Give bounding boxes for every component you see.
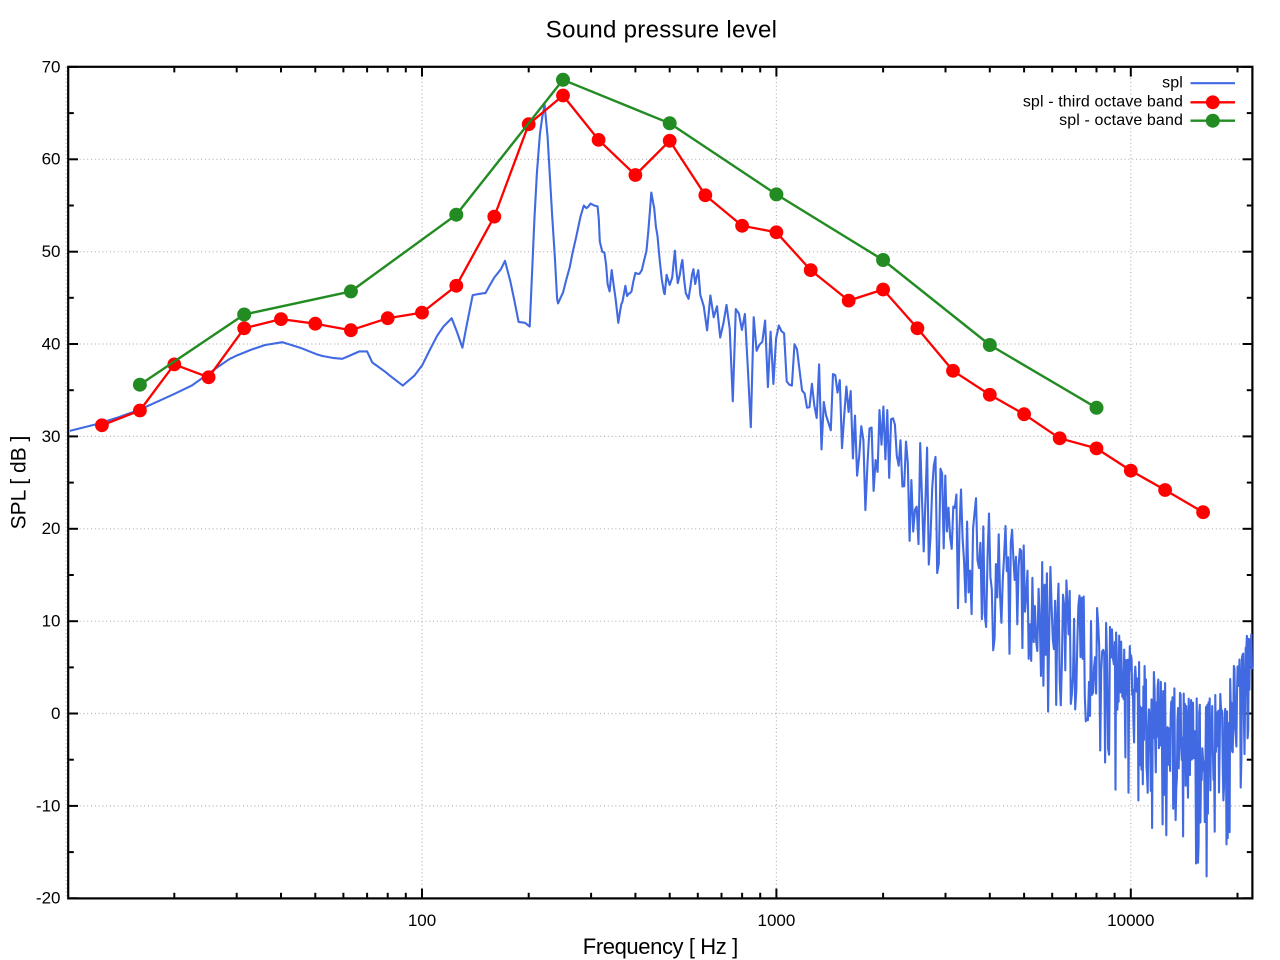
svg-text:spl - octave band: spl - octave band [1059, 112, 1183, 129]
svg-text:SPL [ dB ]: SPL [ dB ] [8, 436, 31, 530]
svg-text:100: 100 [408, 911, 436, 930]
svg-text:20: 20 [42, 519, 61, 538]
svg-text:60: 60 [42, 150, 61, 169]
svg-text:-20: -20 [36, 889, 61, 908]
svg-text:30: 30 [42, 427, 61, 446]
svg-text:0: 0 [51, 704, 60, 723]
svg-text:spl: spl [1162, 75, 1183, 92]
svg-text:50: 50 [42, 242, 61, 261]
svg-text:Frequency [ Hz ]: Frequency [ Hz ] [583, 934, 738, 959]
svg-text:spl - third octave band: spl - third octave band [1023, 94, 1183, 111]
svg-text:10000: 10000 [1107, 911, 1154, 930]
svg-text:10: 10 [42, 612, 61, 631]
svg-text:70: 70 [42, 57, 61, 76]
svg-text:-10: -10 [36, 796, 61, 815]
svg-text:40: 40 [42, 334, 61, 353]
svg-text:Sound pressure level: Sound pressure level [546, 17, 777, 44]
svg-text:1000: 1000 [757, 911, 795, 930]
